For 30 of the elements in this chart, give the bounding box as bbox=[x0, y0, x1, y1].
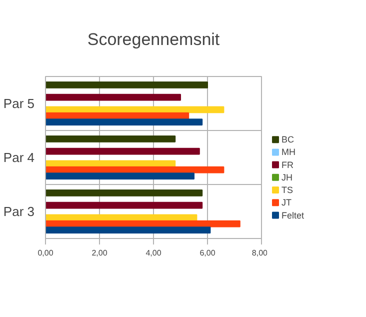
chart-title: Scoregennemsnit bbox=[87, 30, 220, 49]
legend-label: TS bbox=[282, 185, 294, 196]
bar bbox=[46, 82, 208, 88]
bar bbox=[46, 118, 203, 126]
bar bbox=[46, 202, 203, 209]
bar bbox=[46, 226, 211, 234]
legend-label: JT bbox=[282, 198, 292, 208]
bar bbox=[46, 190, 203, 196]
bar bbox=[46, 172, 194, 180]
y-tick-label: Par 5 bbox=[3, 96, 35, 111]
x-tick-label: 4,00 bbox=[146, 248, 162, 258]
x-tick-label: 8,00 bbox=[252, 248, 268, 258]
bar bbox=[46, 136, 176, 142]
bar bbox=[46, 106, 224, 114]
bar bbox=[46, 220, 240, 228]
bar bbox=[46, 214, 198, 222]
legend-label: JH bbox=[282, 172, 292, 182]
y-tick-label: Par 3 bbox=[3, 204, 35, 219]
bar bbox=[46, 148, 200, 155]
x-tick-label: 0,00 bbox=[38, 248, 54, 258]
x-tick-label: 6,00 bbox=[200, 248, 216, 258]
bar bbox=[46, 166, 224, 174]
x-tick-label: 2,00 bbox=[92, 248, 108, 258]
legend-label: Feltet bbox=[282, 210, 305, 220]
y-tick-label: Par 4 bbox=[3, 150, 35, 165]
legend-label: FR bbox=[282, 160, 294, 170]
legend-label: BC bbox=[282, 134, 295, 145]
bar bbox=[46, 160, 176, 168]
legend-label: MH bbox=[282, 147, 296, 158]
bar bbox=[46, 94, 181, 101]
